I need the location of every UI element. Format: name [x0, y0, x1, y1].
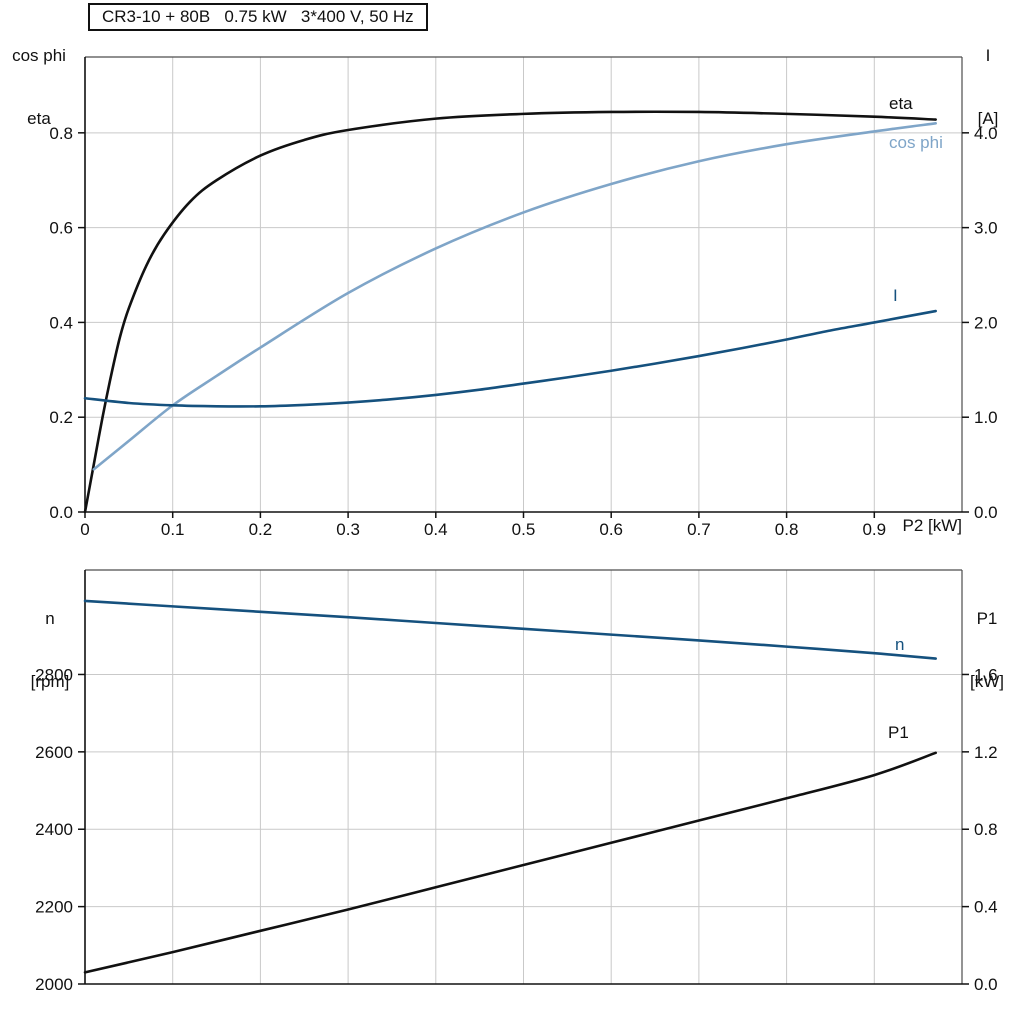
- svg-text:0.4: 0.4: [49, 313, 73, 332]
- top-left-axis-label: cos phi eta: [6, 3, 72, 150]
- right-axis-unit-ampere: [A]: [977, 109, 999, 128]
- svg-text:2800: 2800: [35, 665, 73, 684]
- svg-text:0.8: 0.8: [974, 820, 998, 839]
- svg-text:0.1: 0.1: [161, 520, 185, 539]
- svg-text:0.6: 0.6: [599, 520, 623, 539]
- svg-text:0.4: 0.4: [424, 520, 448, 539]
- svg-text:2000: 2000: [35, 975, 73, 994]
- left-axis-unit-rpm: [rpm]: [30, 672, 70, 691]
- curve-label-cosphi: cos phi: [889, 133, 943, 152]
- curve-label-current: I: [893, 286, 898, 305]
- svg-text:1.2: 1.2: [974, 743, 998, 762]
- svg-text:0.6: 0.6: [49, 219, 73, 238]
- svg-text:2200: 2200: [35, 898, 73, 917]
- curve-label-p1: P1: [888, 723, 909, 742]
- svg-text:0.8: 0.8: [775, 520, 799, 539]
- svg-text:2.0: 2.0: [974, 313, 998, 332]
- svg-text:0.0: 0.0: [974, 975, 998, 994]
- right-axis-quantity-current: I: [985, 46, 991, 65]
- left-axis-unit-cosphi: cos phi: [12, 46, 66, 65]
- left-axis-quantity-speed: n: [45, 609, 55, 628]
- svg-text:0.5: 0.5: [512, 520, 536, 539]
- left-axis-unit-eta: eta: [27, 109, 51, 128]
- svg-text:0.2: 0.2: [249, 520, 273, 539]
- svg-text:0.7: 0.7: [687, 520, 711, 539]
- svg-text:0: 0: [80, 520, 89, 539]
- svg-text:1.6: 1.6: [974, 665, 998, 684]
- svg-text:0.9: 0.9: [862, 520, 886, 539]
- chart-title-box: CR3-10 + 80B 0.75 kW 3*400 V, 50 Hz: [88, 3, 428, 31]
- curve-label-speed: n: [895, 635, 905, 654]
- right-axis-quantity-p1: P1: [976, 609, 998, 628]
- svg-text:3.0: 3.0: [974, 219, 998, 238]
- svg-text:0.0: 0.0: [49, 503, 73, 522]
- svg-text:1.0: 1.0: [974, 408, 998, 427]
- svg-text:2600: 2600: [35, 743, 73, 762]
- x-axis-label-p2: P2 [kW]: [902, 516, 962, 535]
- svg-text:0.8: 0.8: [49, 124, 73, 143]
- bottom-right-axis-label: P1 [kW]: [960, 566, 1014, 713]
- bottom-left-axis-label: n [rpm]: [20, 566, 80, 713]
- top-right-axis-label: I [A]: [964, 3, 1012, 150]
- svg-text:2400: 2400: [35, 820, 73, 839]
- svg-text:0.0: 0.0: [974, 503, 998, 522]
- svg-text:4.0: 4.0: [974, 124, 998, 143]
- svg-text:0.2: 0.2: [49, 408, 73, 427]
- svg-text:0.3: 0.3: [336, 520, 360, 539]
- right-axis-unit-kw: [kW]: [970, 672, 1004, 691]
- svg-text:0.4: 0.4: [974, 898, 998, 917]
- curve-label-eta: eta: [889, 94, 913, 113]
